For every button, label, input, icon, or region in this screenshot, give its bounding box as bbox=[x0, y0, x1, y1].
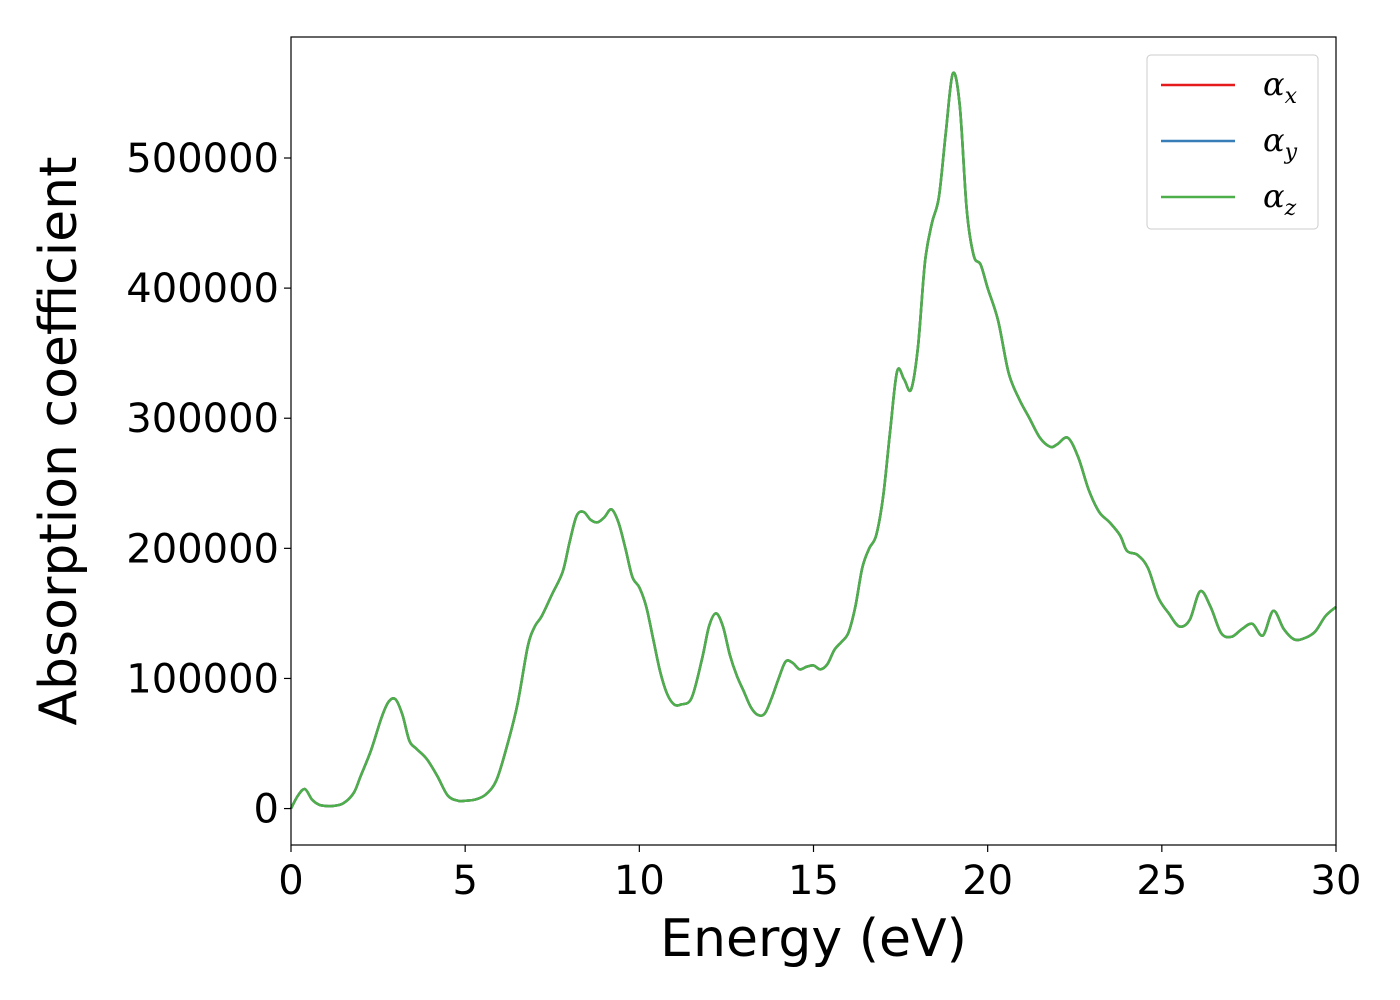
legend-symbol: α bbox=[1263, 177, 1285, 215]
x-tick-label: 30 bbox=[1311, 858, 1362, 904]
y-tick-label: 300000 bbox=[126, 396, 279, 442]
legend-label-alpha-z: αz bbox=[1263, 177, 1297, 221]
x-tick-label: 25 bbox=[1136, 858, 1187, 904]
y-tick-label: 200000 bbox=[126, 526, 279, 572]
y-tick-label: 400000 bbox=[126, 266, 279, 312]
x-tick-label: 20 bbox=[962, 858, 1013, 904]
legend-symbol: α bbox=[1263, 121, 1285, 159]
legend-subscript: z bbox=[1284, 196, 1297, 221]
y-tick-label: 100000 bbox=[126, 656, 279, 702]
legend-subscript: x bbox=[1285, 84, 1298, 109]
x-tick-label: 0 bbox=[278, 858, 303, 904]
y-axis-title: Absorption coefficient bbox=[29, 156, 89, 725]
y-axis-ticks: 0 100000 200000 300000 400000 500000 bbox=[126, 136, 291, 833]
x-axis-ticks: 0 5 10 15 20 25 30 bbox=[278, 845, 1361, 904]
x-tick-label: 5 bbox=[452, 858, 477, 904]
y-tick-label: 500000 bbox=[126, 136, 279, 182]
y-tick-label: 0 bbox=[254, 787, 279, 833]
x-tick-label: 15 bbox=[788, 858, 839, 904]
legend-symbol: α bbox=[1263, 65, 1285, 103]
legend-label-alpha-y: αy bbox=[1263, 121, 1298, 165]
series-line-alpha-z bbox=[289, 71, 1337, 810]
legend-label-alpha-x: αx bbox=[1263, 65, 1298, 109]
x-tick-label: 10 bbox=[614, 858, 665, 904]
legend-subscript: y bbox=[1284, 140, 1298, 165]
series-layer bbox=[289, 71, 1337, 810]
x-axis-title: Energy (eV) bbox=[660, 909, 967, 969]
